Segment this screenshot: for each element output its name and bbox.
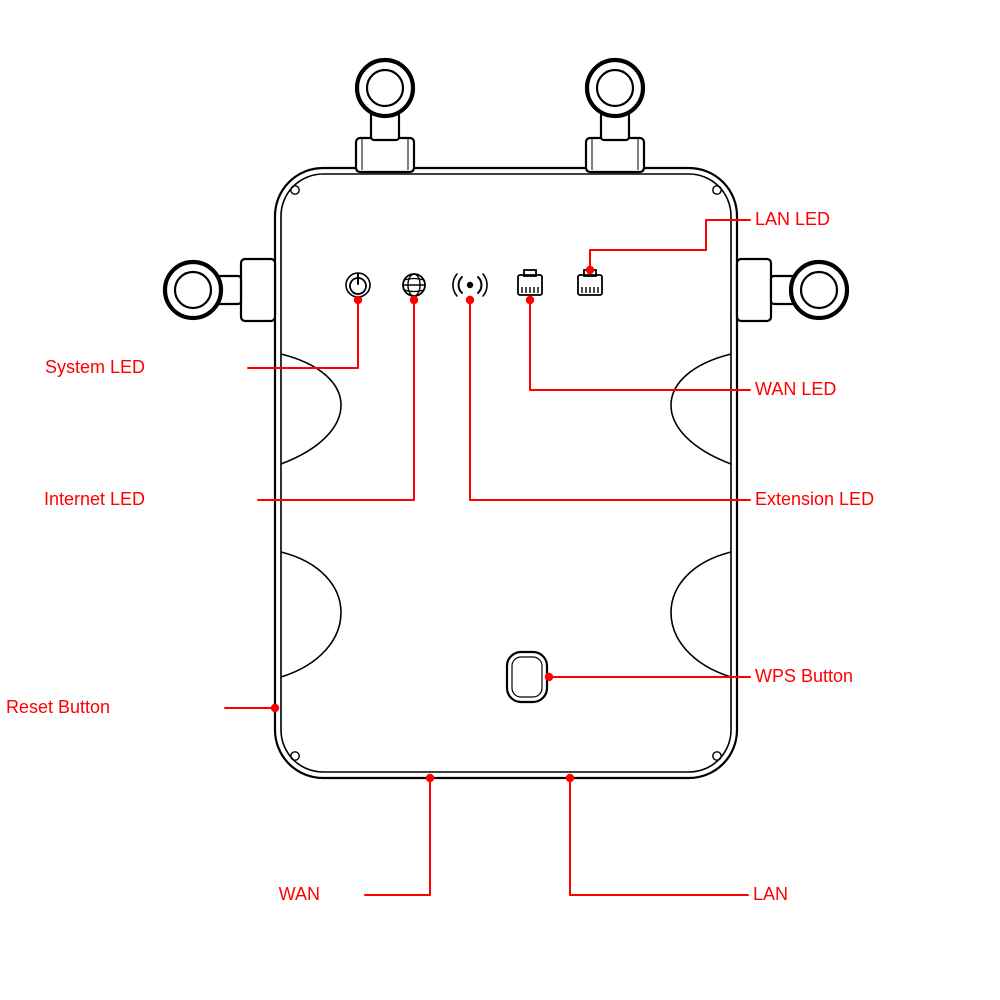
internet_led-label: Internet LED: [44, 489, 145, 509]
reset_button-label: Reset Button: [6, 697, 110, 717]
lan-label: LAN: [753, 884, 788, 904]
lan-leader: [570, 778, 748, 895]
extension_led-label: Extension LED: [755, 489, 874, 509]
wan-label: WAN: [279, 884, 320, 904]
wps_button-label: WPS Button: [755, 666, 853, 686]
antenna-side-base: [737, 259, 771, 321]
wan_led-label: WAN LED: [755, 379, 836, 399]
antenna-base: [586, 138, 644, 172]
antenna-side-base: [241, 259, 275, 321]
router-diagram: System LED Internet LED Extension LED WAN L…: [0, 0, 1000, 1000]
system_led-label: System LED: [45, 357, 145, 377]
antenna-base: [356, 138, 414, 172]
lan_led-label: LAN LED: [755, 209, 830, 229]
wan-leader: [365, 778, 430, 895]
